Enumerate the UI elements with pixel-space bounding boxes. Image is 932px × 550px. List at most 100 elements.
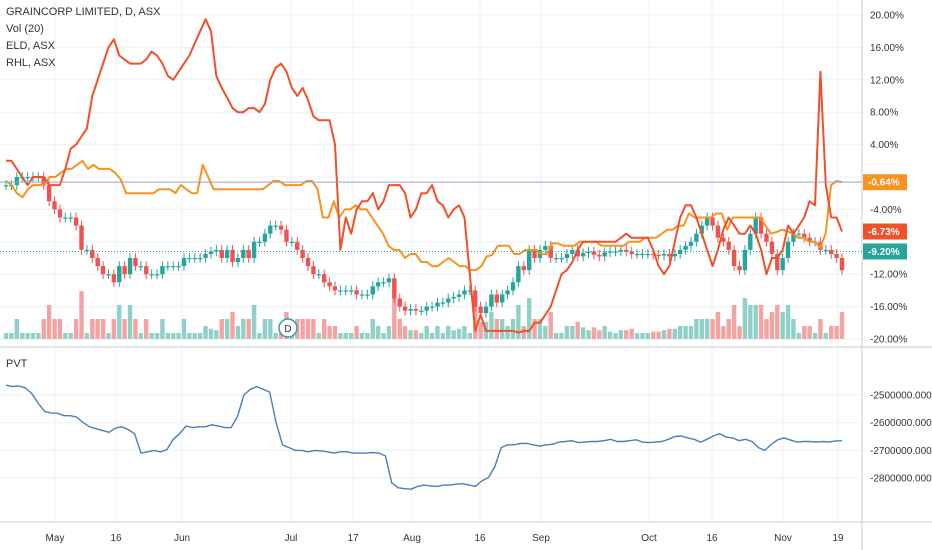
volume-bar bbox=[548, 312, 553, 339]
candle-body bbox=[748, 233, 753, 250]
candle-body bbox=[144, 266, 149, 275]
volume-bar bbox=[645, 333, 651, 339]
candle-body bbox=[203, 253, 208, 258]
volume-bar bbox=[90, 319, 95, 339]
volume-bar bbox=[19, 333, 25, 339]
pvt-tick-label: -2800000.0000 bbox=[870, 474, 932, 485]
candle-body bbox=[796, 233, 802, 235]
volume-bar bbox=[332, 326, 338, 339]
legend-pvt[interactable]: PVT bbox=[6, 358, 28, 370]
candle-body bbox=[478, 306, 483, 314]
candle-body bbox=[262, 233, 268, 242]
volume-bar bbox=[629, 328, 634, 339]
candle-body bbox=[79, 225, 84, 250]
volume-bar bbox=[451, 330, 456, 339]
volume-bar bbox=[57, 319, 63, 339]
volume-bar bbox=[197, 333, 203, 339]
candle-body bbox=[413, 309, 419, 311]
candle-body bbox=[171, 266, 176, 268]
volume-bar bbox=[52, 319, 57, 339]
volume-bar bbox=[742, 298, 748, 339]
x-tick-label: Aug bbox=[403, 533, 421, 544]
volume-bar bbox=[796, 333, 802, 339]
candle-body bbox=[397, 298, 402, 307]
y-tick-label: -4.00% bbox=[870, 205, 902, 216]
candle-body bbox=[246, 249, 251, 258]
legend-symbol[interactable]: GRAINCORP LIMITED, D, ASX bbox=[6, 6, 161, 18]
candle-body bbox=[176, 266, 181, 268]
volume-bar bbox=[559, 333, 564, 339]
volume-bar bbox=[111, 319, 117, 339]
candle-body bbox=[289, 241, 295, 243]
candle-body bbox=[359, 294, 365, 296]
candle-body bbox=[214, 249, 219, 252]
volume-bar bbox=[73, 319, 79, 339]
candle-body bbox=[775, 253, 780, 271]
volume-bar bbox=[41, 319, 46, 339]
pvt-tick-label: -2600000.0000 bbox=[870, 418, 932, 429]
candle-body bbox=[435, 302, 440, 307]
candle-body bbox=[73, 217, 79, 226]
candle-body bbox=[348, 290, 354, 292]
volume-bar bbox=[553, 333, 559, 339]
legend-volume[interactable]: Vol (20) bbox=[6, 23, 44, 35]
volume-bar bbox=[694, 319, 699, 339]
volume-bar bbox=[435, 326, 440, 339]
candle-body bbox=[564, 253, 570, 258]
candle-body bbox=[268, 225, 273, 234]
x-tick-label: 17 bbox=[347, 533, 359, 544]
x-tick-label: Jun bbox=[174, 533, 190, 544]
candle-body bbox=[149, 274, 154, 276]
candle-body bbox=[591, 251, 597, 255]
last-value-badge bbox=[863, 223, 907, 240]
candle-body bbox=[656, 254, 661, 256]
candle-body bbox=[370, 286, 375, 295]
candle-body bbox=[230, 249, 235, 263]
candle-body bbox=[651, 253, 656, 256]
legend-rhl[interactable]: RHL, ASX bbox=[6, 57, 56, 69]
legend-eld[interactable]: ELD, ASX bbox=[6, 40, 55, 52]
volume-bar bbox=[127, 305, 133, 339]
volume-bar bbox=[235, 326, 241, 339]
volume-bar bbox=[63, 333, 68, 339]
volume-bar bbox=[775, 305, 780, 339]
candle-body bbox=[257, 241, 262, 243]
candle-body bbox=[419, 310, 424, 312]
candle-body bbox=[408, 309, 413, 311]
volume-bar bbox=[710, 319, 715, 339]
candle-body bbox=[661, 253, 667, 256]
candle-body bbox=[586, 251, 591, 254]
volume-bar bbox=[46, 305, 52, 339]
volume-bar bbox=[753, 305, 758, 339]
volume-bar bbox=[834, 326, 839, 339]
candle-body bbox=[489, 294, 494, 307]
candle-body bbox=[570, 249, 575, 254]
volume-bar bbox=[785, 305, 791, 339]
volume-bar bbox=[268, 319, 273, 339]
volume-bar bbox=[375, 326, 381, 339]
candle-body bbox=[710, 217, 715, 226]
volume-bar bbox=[14, 319, 19, 339]
volume-bar bbox=[672, 328, 677, 339]
candle-body bbox=[63, 217, 68, 219]
candle-body bbox=[187, 258, 192, 260]
volume-bar bbox=[359, 333, 365, 339]
volume-bar bbox=[677, 326, 683, 339]
volume-bar bbox=[532, 319, 537, 339]
candle-body bbox=[791, 233, 796, 242]
volume-bar bbox=[651, 331, 656, 339]
volume-bar bbox=[419, 333, 424, 339]
volume-bar bbox=[424, 326, 429, 339]
candle-body bbox=[122, 266, 127, 275]
volume-bar bbox=[187, 333, 192, 339]
volume-bar bbox=[699, 319, 704, 339]
candle-body bbox=[127, 258, 133, 275]
volume-bar bbox=[397, 319, 402, 339]
volume-bar bbox=[591, 327, 597, 339]
candle-body bbox=[154, 274, 160, 276]
candle-body bbox=[354, 290, 359, 295]
volume-bar bbox=[106, 333, 111, 339]
x-tick-label: 16 bbox=[474, 533, 486, 544]
candle-body bbox=[510, 282, 516, 291]
candle-body bbox=[68, 217, 73, 219]
